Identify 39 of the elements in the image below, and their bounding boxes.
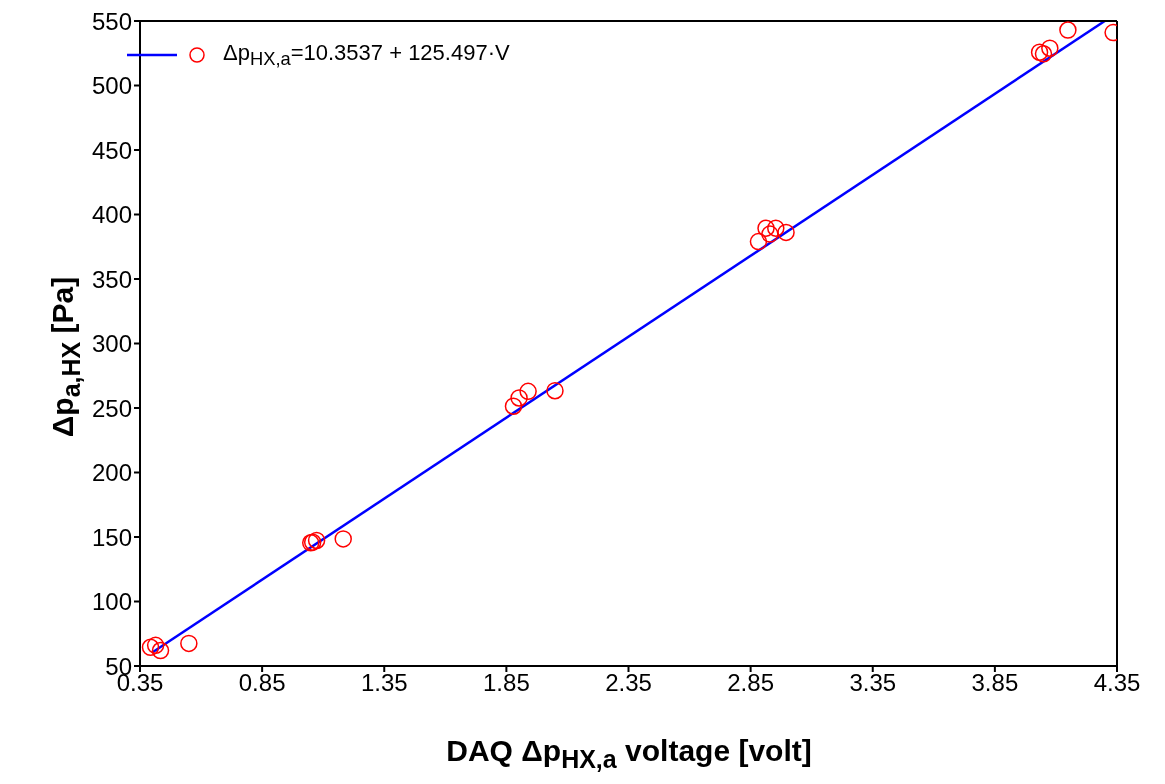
x-tick-label: 1.85: [483, 669, 530, 697]
point: [757, 219, 775, 237]
y-tick-label: 450: [91, 136, 132, 164]
x-tick-label: 1.35: [360, 669, 408, 697]
point: [307, 531, 326, 550]
point: [1030, 43, 1049, 61]
y-tick-label: 300: [91, 330, 132, 358]
point: [146, 636, 165, 655]
point: [180, 634, 198, 653]
y-tick-label: 350: [91, 265, 132, 293]
point: [1059, 21, 1077, 39]
point: [151, 641, 170, 660]
point: [510, 389, 528, 407]
point: [1034, 45, 1053, 63]
x-tick-label: 3.85: [971, 669, 1019, 697]
point: [777, 223, 795, 242]
text: Δp$_{HX,a}$=10.3537 + 125.497·V: [223, 40, 510, 71]
x-tick-label: 3.35: [849, 669, 897, 697]
y-tick-label: 400: [91, 201, 132, 229]
y-tick-label: 250: [91, 394, 132, 422]
point: [546, 381, 564, 400]
point: [334, 530, 352, 548]
point: [504, 397, 523, 415]
y-tick-label: 150: [91, 523, 132, 551]
point: [761, 225, 779, 243]
point: [141, 638, 160, 657]
x-tick-label: 0.85: [238, 669, 286, 697]
y-tick-label: 550: [91, 7, 132, 35]
y-tick-label: 100: [91, 588, 132, 616]
x-tick-label: 2.85: [727, 669, 774, 697]
point: [519, 382, 537, 401]
point: [767, 219, 785, 237]
y-tick-label: 500: [91, 72, 132, 100]
point: [1041, 39, 1059, 57]
x-axis-title: DAQ Δp$_{HX,a}$ voltage [volt]: [445, 734, 813, 774]
y-tick-label: 200: [91, 459, 132, 487]
point: [749, 232, 768, 251]
x-tick-label: 2.35: [605, 669, 652, 697]
x-tick-label: 4.35: [1093, 669, 1141, 697]
